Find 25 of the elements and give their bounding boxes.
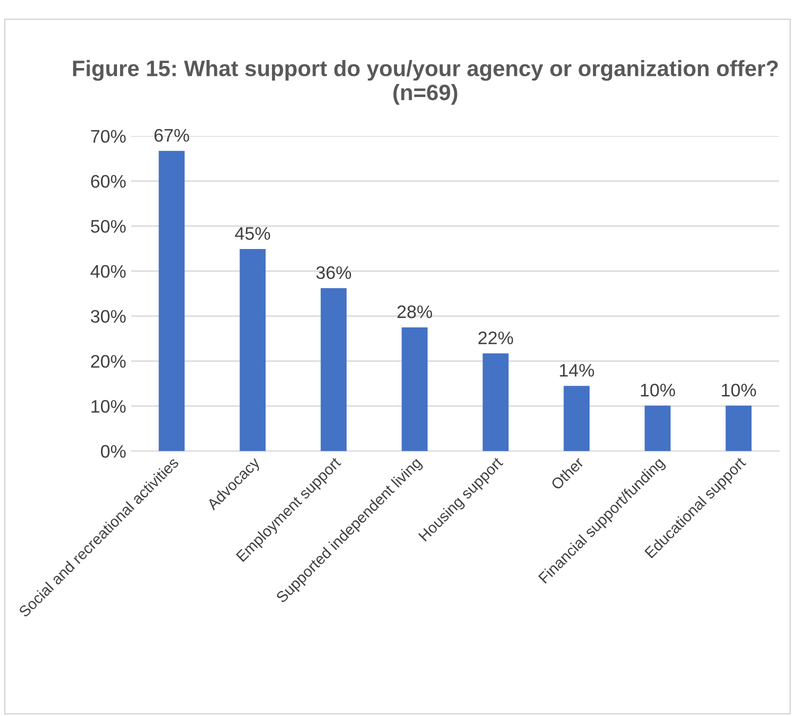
y-tick-label: 30% xyxy=(90,310,126,323)
y-tick-label: 20% xyxy=(91,355,126,368)
data-label: 36% xyxy=(316,266,352,280)
bar xyxy=(158,150,185,452)
y-tick-label: 40% xyxy=(90,264,126,278)
bar xyxy=(482,353,509,452)
data-label: 10% xyxy=(640,384,676,396)
data-label: 10% xyxy=(722,384,756,396)
bar xyxy=(402,327,428,452)
bar xyxy=(726,406,752,452)
bar xyxy=(644,406,671,452)
data-label: 28% xyxy=(397,305,432,318)
bar xyxy=(320,288,347,452)
y-tick-label: 0% xyxy=(100,445,126,458)
bar xyxy=(564,386,590,452)
y-tick-label: 10% xyxy=(92,400,126,413)
data-label: 45% xyxy=(235,227,270,240)
data-label: 67% xyxy=(154,128,190,142)
y-tick-label: 50% xyxy=(90,220,126,233)
bar xyxy=(240,249,266,452)
y-tick-label: 70% xyxy=(91,130,126,143)
chart-title: Figure 15: What support do you/your agency or organization offer? (n=69) xyxy=(73,60,778,105)
data-label: 14% xyxy=(560,364,594,377)
data-label: 22% xyxy=(478,332,514,344)
y-tick-label: 60% xyxy=(91,174,126,188)
